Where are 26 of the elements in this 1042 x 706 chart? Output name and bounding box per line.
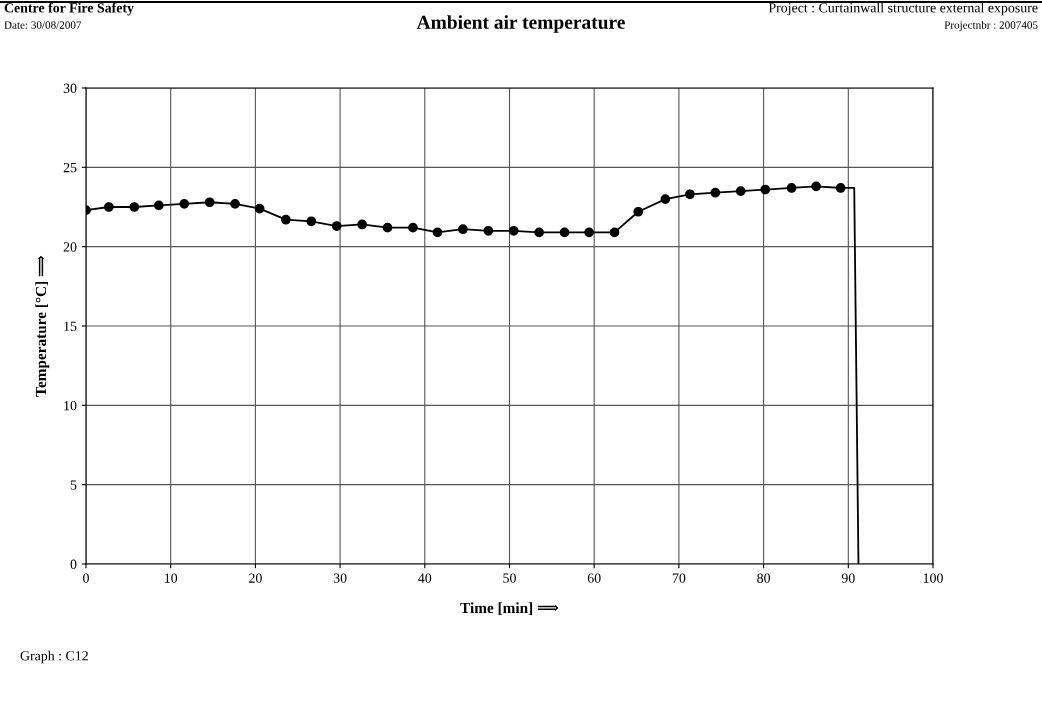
y-tick-label: 20 bbox=[63, 242, 77, 252]
x-tick-label: 50 bbox=[503, 573, 516, 583]
x-tick-label: 30 bbox=[333, 573, 347, 583]
y-tick-label: 30 bbox=[63, 83, 77, 93]
x-tick-label: 100 bbox=[923, 573, 943, 583]
x-tick-label: 60 bbox=[587, 573, 601, 583]
y-tick-label: 25 bbox=[63, 162, 77, 173]
x-tick-label: 70 bbox=[672, 573, 686, 583]
x-tick-label: 10 bbox=[164, 573, 178, 583]
text: Centre for Fire Safety bbox=[4, 2, 134, 16]
text: Date: 30/08/2007 bbox=[4, 21, 82, 29]
y-tick-label: 15 bbox=[64, 321, 77, 331]
y-tick-label: 10 bbox=[64, 400, 77, 411]
text: Project : Curtainwall structure external exposure bbox=[768, 2, 1038, 16]
x-tick-label: 90 bbox=[841, 573, 855, 583]
text: Graph : C12 bbox=[20, 650, 88, 664]
y-tick-label: 5 bbox=[70, 480, 77, 490]
x-tick-label: 0 bbox=[83, 573, 89, 583]
x-tick-label: 40 bbox=[418, 573, 432, 583]
y-tick-label: 0 bbox=[70, 559, 77, 569]
x-tick-label: 80 bbox=[757, 573, 771, 583]
x-axis-title: Time [min] ⟹ bbox=[460, 602, 559, 615]
y-axis-title: Temperature [°C] ⟹ bbox=[35, 255, 50, 397]
chart-title: Ambient air temperature bbox=[416, 15, 625, 33]
text: Projectnbr : 2007405 bbox=[944, 20, 1038, 32]
x-tick-label: 20 bbox=[249, 573, 262, 583]
